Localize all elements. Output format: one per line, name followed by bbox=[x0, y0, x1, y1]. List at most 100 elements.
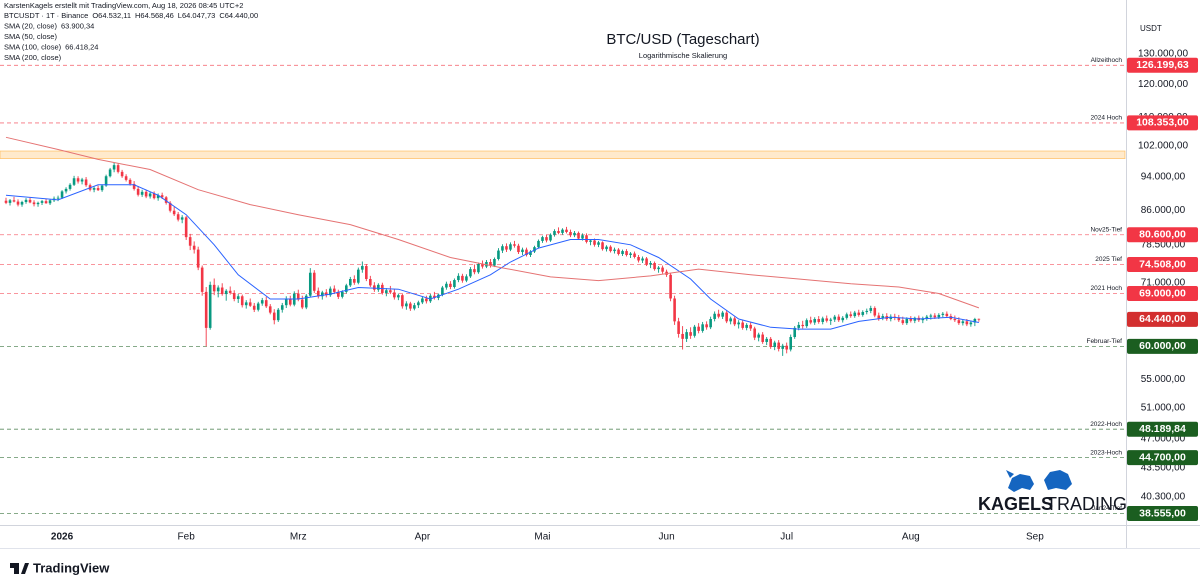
candle-body bbox=[577, 232, 580, 239]
legend-ohlc: O64.532,11 bbox=[92, 11, 131, 20]
candle-body bbox=[769, 338, 772, 347]
candle-body bbox=[765, 338, 768, 342]
legend-ohlc: L64.047,73 bbox=[178, 11, 216, 20]
level-badge-text: 48.189,84 bbox=[1139, 423, 1186, 435]
candle-body bbox=[465, 276, 468, 281]
candle-body bbox=[445, 283, 448, 288]
level-badge bbox=[1127, 286, 1198, 302]
candle-body bbox=[4, 200, 8, 203]
highlight-zone bbox=[0, 150, 1126, 159]
level-badge-text: 44.700,00 bbox=[1139, 451, 1186, 463]
candle-body bbox=[889, 316, 893, 320]
candle-body bbox=[397, 295, 400, 298]
candle-body bbox=[941, 313, 945, 315]
chart-title: BTC/USD (Tageschart) bbox=[606, 31, 759, 48]
candle-body bbox=[361, 266, 364, 270]
candle-body bbox=[477, 264, 480, 273]
candle-body bbox=[304, 295, 308, 308]
candle-body bbox=[905, 319, 909, 324]
candle-body bbox=[180, 217, 184, 220]
candle-body bbox=[745, 324, 748, 328]
candle-body bbox=[537, 240, 540, 248]
candle-body bbox=[320, 292, 324, 297]
candle-body bbox=[264, 300, 268, 307]
bull-icon bbox=[1008, 474, 1034, 492]
x-tick-label: Jun bbox=[659, 532, 675, 543]
candle-body bbox=[753, 328, 756, 338]
candle-body bbox=[341, 291, 344, 297]
level-badge bbox=[1127, 256, 1198, 272]
candle-body bbox=[785, 345, 789, 350]
candle-body bbox=[817, 319, 821, 322]
x-tick-label: Jul bbox=[780, 532, 793, 543]
y-tick-label: 130.000,00 bbox=[1138, 49, 1188, 60]
candle-body bbox=[96, 188, 100, 191]
footer-logo-text: TradingView bbox=[33, 560, 110, 575]
candle-body bbox=[569, 231, 572, 236]
candle-body bbox=[76, 178, 80, 182]
x-tick-label: Mai bbox=[534, 532, 550, 543]
candle-body bbox=[188, 237, 192, 246]
candle-body bbox=[613, 249, 616, 252]
candle-body bbox=[44, 201, 48, 204]
candle-body bbox=[148, 193, 152, 197]
candle-body bbox=[869, 308, 873, 311]
candle-body bbox=[324, 292, 328, 296]
candle-body bbox=[865, 310, 869, 313]
candle-body bbox=[549, 234, 552, 241]
candle-body bbox=[913, 317, 917, 321]
candle-body bbox=[112, 165, 116, 170]
candle-body bbox=[681, 333, 684, 339]
legend-indicator: SMA (20, close) bbox=[4, 21, 57, 30]
candle-body bbox=[961, 321, 965, 324]
candle-body bbox=[697, 326, 700, 331]
legend-indicator-value: 63.900,34 bbox=[61, 21, 94, 30]
candle-body bbox=[417, 302, 420, 306]
candle-body bbox=[493, 258, 496, 266]
legend-indicator-value: 66.418,24 bbox=[65, 42, 98, 51]
y-tick-label: 51.000,00 bbox=[1141, 402, 1186, 413]
candle-body bbox=[473, 269, 476, 273]
legend-indicator: SMA (50, close) bbox=[4, 32, 57, 41]
candle-body bbox=[861, 312, 865, 315]
candle-body bbox=[849, 314, 853, 317]
level-badge bbox=[1127, 227, 1198, 243]
level-badge bbox=[1127, 506, 1198, 522]
candle-body bbox=[208, 284, 212, 328]
candle-body bbox=[581, 235, 584, 239]
level-badge-text: 74.508,00 bbox=[1139, 258, 1186, 270]
candle-body bbox=[641, 258, 644, 261]
candle-body bbox=[481, 264, 484, 267]
brand-logo-bold: KAGELS bbox=[978, 494, 1053, 514]
candle-body bbox=[705, 324, 708, 328]
legend-ohlc: H64.568,46 bbox=[135, 11, 174, 20]
level-badge-text: 60.000,00 bbox=[1139, 340, 1186, 352]
candle-body bbox=[36, 202, 40, 205]
legend-symbol: BTCUSDT · 1T · Binance bbox=[4, 11, 88, 20]
candle-body bbox=[449, 283, 452, 287]
candle-body bbox=[933, 315, 937, 318]
level-badge-text: 69.000,00 bbox=[1139, 287, 1186, 299]
candle-body bbox=[713, 313, 716, 320]
candle-body bbox=[176, 214, 180, 220]
candle-body bbox=[945, 313, 949, 317]
candle-body bbox=[136, 188, 140, 195]
legend-indicator: SMA (200, close) bbox=[4, 53, 62, 62]
price-axis-unit: USDT bbox=[1140, 24, 1162, 33]
footer-logo-icon bbox=[21, 563, 29, 574]
level-label: Nov25-Tief bbox=[1090, 226, 1122, 233]
candle-body bbox=[725, 312, 728, 322]
y-tick-label: 78.500,00 bbox=[1141, 239, 1186, 250]
candle-body bbox=[216, 287, 220, 292]
candle-body bbox=[409, 303, 412, 309]
candle-body bbox=[489, 261, 492, 266]
level-badge-text: 38.555,00 bbox=[1139, 507, 1186, 519]
legend-indicator: SMA (100, close) bbox=[4, 42, 62, 51]
candle-body bbox=[20, 202, 24, 205]
candle-body bbox=[48, 200, 52, 204]
candle-body bbox=[789, 337, 793, 350]
candle-body bbox=[677, 321, 680, 334]
candle-body bbox=[345, 285, 348, 292]
y-tick-label: 94.000,00 bbox=[1141, 171, 1186, 182]
